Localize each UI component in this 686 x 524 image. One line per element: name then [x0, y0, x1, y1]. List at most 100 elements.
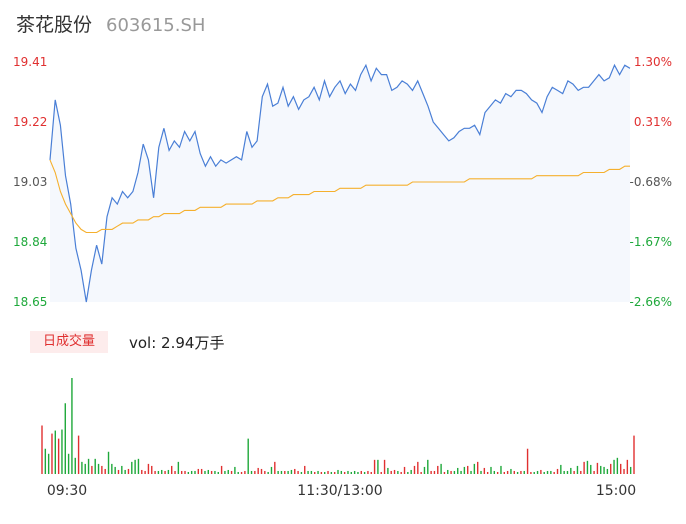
- volume-bar: [144, 470, 146, 474]
- volume-bar: [620, 463, 622, 474]
- volume-bar: [171, 465, 173, 474]
- volume-bar: [483, 467, 486, 474]
- stock-name: 茶花股份: [16, 14, 93, 36]
- volume-bar: [61, 429, 63, 474]
- stock-header: 茶花股份 603615.SH: [16, 10, 205, 40]
- volume-bar: [453, 470, 456, 474]
- volume-bar: [204, 470, 206, 474]
- volume-bar: [207, 469, 209, 474]
- volume-bar: [347, 470, 349, 474]
- volume-bar: [284, 470, 286, 474]
- price-tick-label: 19.22: [13, 115, 47, 129]
- volume-bar: [420, 471, 422, 474]
- volume-bar: [353, 470, 356, 474]
- volume-bar: [340, 470, 343, 474]
- volume-bar: [280, 470, 283, 474]
- percent-tick-label: -0.68%: [630, 175, 672, 189]
- volume-bar: [317, 470, 319, 474]
- volume-bar: [157, 470, 160, 474]
- percent-tick-label: -2.66%: [630, 295, 672, 309]
- volume-bar: [550, 470, 552, 474]
- volume-bar: [177, 461, 180, 474]
- volume-bar: [187, 471, 190, 474]
- price-tick-label: 19.03: [13, 175, 47, 189]
- volume-bar: [546, 470, 549, 474]
- volume-bar: [400, 471, 402, 474]
- volume-bar: [254, 470, 256, 474]
- volume-bar: [363, 471, 366, 474]
- volume-bar: [310, 470, 313, 474]
- time-tick-label: 09:30: [47, 483, 87, 499]
- volume-bar: [290, 469, 293, 474]
- volume-bar: [486, 471, 489, 474]
- volume-bar: [287, 470, 289, 474]
- volume-bar: [570, 467, 572, 474]
- volume-bar: [64, 403, 66, 474]
- volume-bar: [270, 466, 273, 474]
- volume-bar: [437, 465, 439, 474]
- volume-bar: [190, 470, 193, 474]
- volume-bar: [274, 461, 276, 474]
- volume-bar: [633, 435, 635, 474]
- volume-bar: [580, 470, 582, 474]
- volume-bar: [473, 463, 476, 474]
- volume-bar: [397, 470, 399, 474]
- volume-bar: [194, 470, 196, 474]
- volume-bar: [161, 469, 163, 474]
- volume-bar: [217, 471, 219, 474]
- volume-bar: [141, 469, 143, 474]
- volume-bar: [214, 470, 216, 474]
- volume-bar: [147, 463, 150, 474]
- volume-bar: [304, 465, 306, 474]
- volume-bar: [553, 471, 555, 474]
- volume-bar: [81, 461, 83, 474]
- volume-bar: [447, 469, 449, 474]
- volume-bar: [174, 470, 176, 474]
- volume-bar: [423, 466, 426, 474]
- volume-bar: [360, 470, 362, 474]
- volume-bar: [460, 470, 462, 474]
- volume-bar: [124, 469, 126, 474]
- volume-badge[interactable]: 日成交量: [30, 331, 108, 353]
- volume-bar: [496, 471, 499, 474]
- time-tick-label: 15:00: [596, 483, 636, 499]
- average-series-line: [49, 159, 630, 234]
- volume-bar: [407, 471, 409, 474]
- volume-bar: [613, 459, 615, 474]
- volume-bar: [350, 471, 352, 474]
- volume-bar: [84, 463, 86, 474]
- volume-bar: [57, 438, 60, 474]
- volume-bar: [616, 457, 619, 474]
- volume-bar: [600, 465, 602, 474]
- volume-bar: [623, 468, 625, 474]
- volume-bar: [560, 464, 562, 474]
- volume-bar: [490, 466, 492, 474]
- volume-bar: [250, 470, 253, 474]
- volume-bar: [540, 469, 542, 474]
- volume-bar: [343, 471, 346, 474]
- volume-layer: [41, 378, 635, 474]
- volume-bar: [520, 470, 522, 474]
- percent-axis-labels: 1.30% 0.31% -0.68% -1.67% -2.66%: [630, 55, 672, 309]
- price-tick-label: 18.84: [13, 235, 47, 249]
- volume-bar: [357, 471, 359, 474]
- volume-bar: [433, 470, 436, 474]
- volume-bar: [629, 466, 632, 474]
- volume-bar: [327, 470, 329, 474]
- volume-bar: [180, 470, 183, 474]
- price-series-line: [49, 63, 631, 303]
- volume-bar: [101, 465, 103, 474]
- volume-bar: [197, 468, 200, 474]
- volume-bar: [104, 468, 106, 474]
- volume-bar: [131, 461, 133, 474]
- volume-bar: [297, 470, 299, 474]
- volume-bar: [503, 471, 505, 474]
- volume-bar: [337, 469, 339, 474]
- volume-bar: [603, 466, 605, 474]
- volume-bar: [71, 378, 73, 474]
- volume-bar: [200, 468, 203, 474]
- volume-bar: [314, 471, 316, 474]
- volume-bar: [536, 470, 539, 474]
- volume-bar: [606, 468, 609, 474]
